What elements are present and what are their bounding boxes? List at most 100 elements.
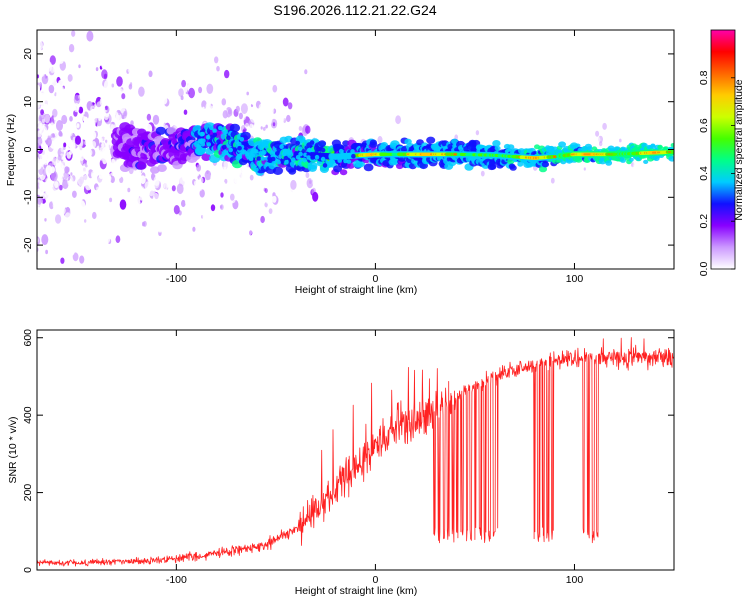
noise-blob bbox=[130, 230, 136, 240]
noise-blob bbox=[72, 202, 76, 208]
noise-blob bbox=[112, 232, 117, 240]
noise-blob bbox=[40, 141, 47, 150]
noise-blob bbox=[280, 196, 285, 203]
ridge-blob bbox=[670, 143, 674, 148]
noise-blob bbox=[395, 115, 401, 125]
noise-blob bbox=[294, 194, 298, 201]
colorbar-tick-label: 0.4 bbox=[698, 166, 710, 181]
noise-blob bbox=[328, 133, 331, 138]
noise-blob bbox=[181, 238, 186, 246]
ridge-cluster bbox=[295, 155, 301, 160]
noise-blob bbox=[668, 129, 673, 135]
ridge-blob bbox=[575, 143, 581, 148]
noise-blob bbox=[47, 93, 53, 101]
noise-blob bbox=[228, 109, 232, 115]
ridge-cluster bbox=[223, 129, 228, 135]
noise-blob bbox=[37, 251, 41, 262]
noise-blob bbox=[260, 114, 266, 123]
noise-blob bbox=[124, 75, 131, 86]
ridge-cluster bbox=[256, 156, 262, 161]
noise-blob bbox=[38, 108, 41, 113]
ridge-cluster bbox=[200, 141, 206, 147]
noise-blob bbox=[123, 47, 128, 54]
noise-blob bbox=[184, 162, 189, 170]
noise-blob bbox=[140, 175, 146, 185]
noise-blob bbox=[485, 174, 490, 182]
noise-blob bbox=[164, 178, 168, 184]
noise-blob bbox=[62, 91, 68, 100]
noise-blob bbox=[175, 214, 179, 220]
noise-blob bbox=[207, 112, 211, 118]
noise-blob bbox=[614, 184, 619, 191]
ridge-cluster bbox=[244, 142, 249, 147]
noise-blob bbox=[498, 174, 504, 183]
ridge-cluster bbox=[232, 147, 237, 152]
y-tick-label: 400 bbox=[22, 406, 34, 424]
noise-blob bbox=[623, 128, 629, 138]
noise-blob bbox=[309, 205, 316, 214]
noise-blob bbox=[258, 54, 263, 61]
noise-blob bbox=[120, 106, 125, 114]
noise-blob bbox=[454, 134, 459, 140]
ridge-cluster bbox=[260, 156, 266, 161]
noise-blob bbox=[37, 136, 43, 146]
noise-blob bbox=[82, 88, 90, 101]
noise-blob bbox=[243, 79, 247, 85]
noise-blob bbox=[288, 123, 294, 130]
noise-blob bbox=[232, 225, 238, 234]
noise-blob bbox=[162, 105, 169, 115]
noise-blob bbox=[37, 196, 42, 205]
noise-blob bbox=[63, 34, 68, 41]
noise-blob bbox=[91, 59, 96, 67]
noise-blob bbox=[285, 194, 291, 203]
noise-blob bbox=[312, 179, 317, 187]
noise-blob bbox=[89, 203, 93, 209]
noise-blob bbox=[216, 65, 220, 72]
ridge-cluster bbox=[343, 158, 348, 164]
noise-blob bbox=[79, 242, 86, 253]
noise-blob bbox=[158, 116, 164, 125]
noise-blob bbox=[550, 177, 555, 184]
noise-blob bbox=[82, 170, 86, 175]
ridge-cluster bbox=[276, 159, 281, 165]
noise-blob bbox=[639, 163, 644, 169]
noise-blob bbox=[63, 199, 69, 208]
noise-blob bbox=[249, 174, 254, 181]
noise-blob bbox=[75, 161, 81, 170]
noise-blob bbox=[202, 205, 207, 212]
noise-blob bbox=[181, 79, 187, 88]
noise-blob bbox=[266, 131, 272, 139]
noise-blob bbox=[601, 168, 607, 176]
noise-blob bbox=[109, 158, 117, 169]
noise-blob bbox=[90, 228, 94, 233]
noise-blob bbox=[102, 157, 107, 165]
noise-blob bbox=[203, 75, 211, 86]
noise-blob bbox=[184, 214, 191, 225]
noise-blob bbox=[68, 246, 75, 256]
noise-blob bbox=[207, 179, 211, 185]
snr-background bbox=[37, 330, 674, 570]
noise-blob bbox=[101, 122, 104, 126]
noise-blob bbox=[113, 111, 120, 122]
noise-blob bbox=[66, 151, 72, 159]
ridge-cluster bbox=[320, 156, 326, 162]
noise-blob bbox=[436, 130, 442, 140]
ridge-cluster bbox=[307, 147, 313, 153]
noise-blob bbox=[125, 225, 130, 233]
noise-blob bbox=[61, 114, 68, 125]
noise-blob bbox=[385, 169, 390, 177]
ridge-cluster bbox=[237, 145, 242, 151]
noise-blob bbox=[68, 139, 72, 144]
noise-blob bbox=[152, 192, 160, 203]
noise-blob bbox=[277, 119, 285, 130]
x-tick-label: -100 bbox=[166, 273, 187, 285]
noise-blob bbox=[115, 235, 121, 243]
noise-blob bbox=[205, 102, 212, 112]
ridge-blob bbox=[605, 160, 613, 166]
noise-blob bbox=[358, 181, 363, 187]
noise-blob bbox=[75, 135, 81, 145]
noise-blob bbox=[75, 185, 81, 193]
noise-blob bbox=[146, 113, 152, 121]
noise-blob bbox=[224, 118, 228, 124]
